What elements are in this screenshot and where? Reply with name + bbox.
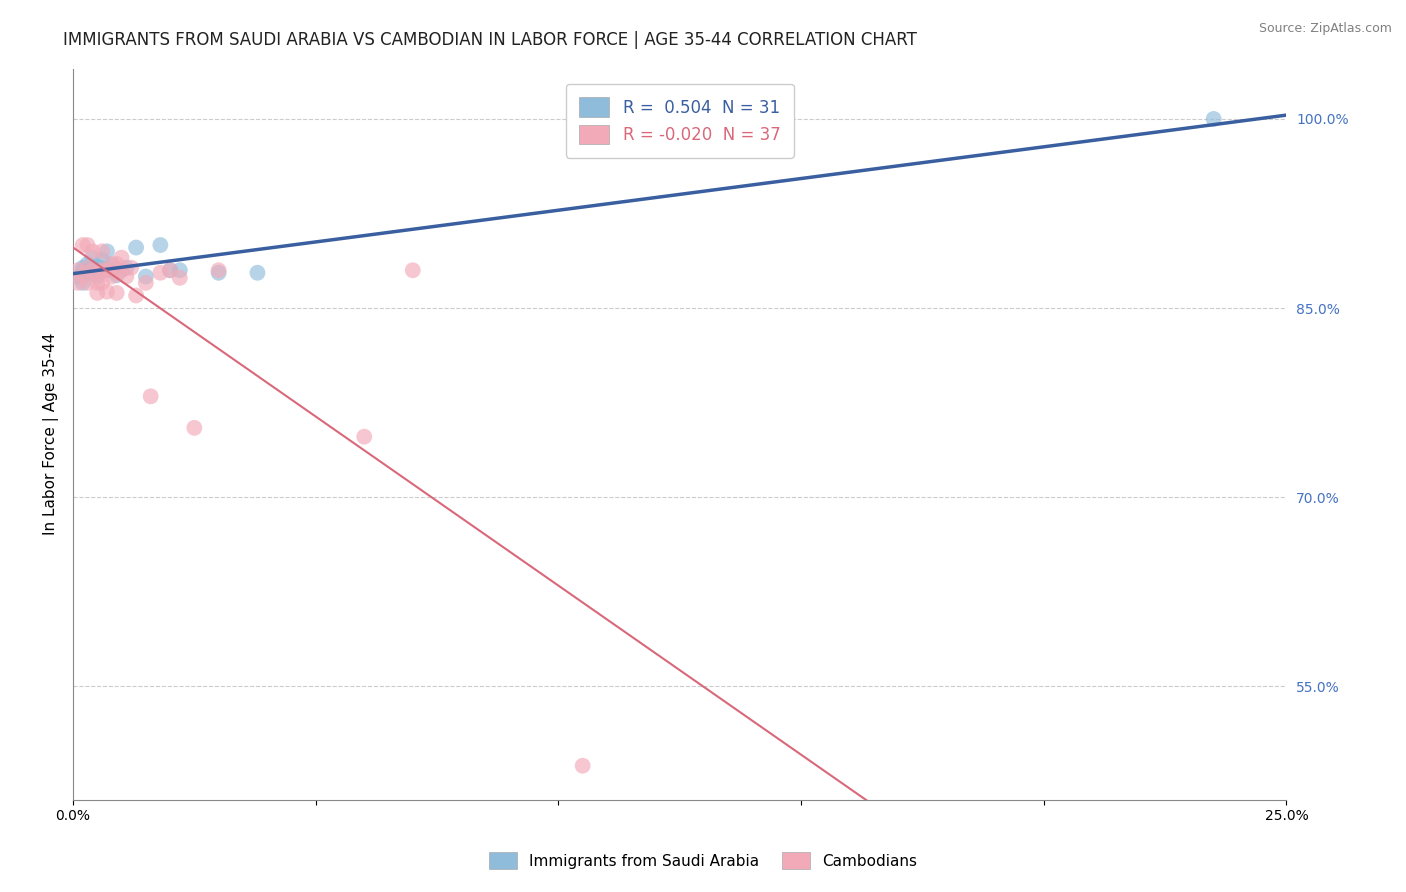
Point [66,269,89,284]
Point [91,263,114,277]
Point [86,269,108,284]
Point [105,268,128,283]
Point [149,266,172,280]
Point [110,263,132,277]
Point [82,260,104,275]
Point [96,263,118,277]
Point [82,263,104,277]
Point [76,260,98,275]
Point [120,260,142,275]
Point [76,263,98,277]
Point [91,260,114,275]
Point [101,269,124,284]
Point [207,266,229,280]
Point [110,263,132,277]
Point [86,266,108,280]
Point [72,238,94,252]
Point [72,276,94,290]
Point [159,263,181,277]
Point [76,266,98,280]
Text: Source: ZipAtlas.com: Source: ZipAtlas.com [1258,22,1392,36]
Point [91,263,114,277]
Point [76,276,98,290]
Point [159,263,181,277]
Point [139,389,162,403]
Point [183,421,205,435]
Point [76,238,98,252]
Point [246,266,269,280]
Point [105,266,128,280]
Point [110,251,132,265]
Point [101,263,124,277]
Point [105,285,128,300]
Point [402,263,425,277]
Legend: Immigrants from Saudi Arabia, Cambodians: Immigrants from Saudi Arabia, Cambodians [484,846,922,875]
Point [72,263,94,277]
Point [207,263,229,277]
Point [66,263,89,277]
Point [86,285,108,300]
Point [72,269,94,284]
Point [149,238,172,252]
Legend: R =  0.504  N = 31, R = -0.020  N = 37: R = 0.504 N = 31, R = -0.020 N = 37 [565,84,793,158]
Point [105,257,128,271]
Point [96,285,118,299]
Point [82,263,104,277]
Point [571,758,593,772]
Point [91,244,114,259]
Point [91,253,114,268]
Point [76,257,98,271]
Point [82,244,104,259]
Point [125,288,148,302]
Point [86,266,108,280]
Point [101,258,124,272]
Point [115,260,138,275]
Point [86,276,108,290]
Point [125,241,148,255]
Y-axis label: In Labor Force | Age 35-44: In Labor Force | Age 35-44 [44,333,59,535]
Point [353,430,375,444]
Point [115,269,138,284]
Point [72,260,94,275]
Point [169,263,191,277]
Point [66,276,89,290]
Point [82,251,104,265]
Point [135,269,157,284]
Point [96,263,118,277]
Point [96,244,118,259]
Point [169,270,191,285]
Point [91,276,114,290]
Point [1202,112,1225,126]
Point [135,276,157,290]
Point [101,257,124,271]
Point [86,260,108,274]
Text: IMMIGRANTS FROM SAUDI ARABIA VS CAMBODIAN IN LABOR FORCE | AGE 35-44 CORRELATION: IMMIGRANTS FROM SAUDI ARABIA VS CAMBODIA… [63,31,917,49]
